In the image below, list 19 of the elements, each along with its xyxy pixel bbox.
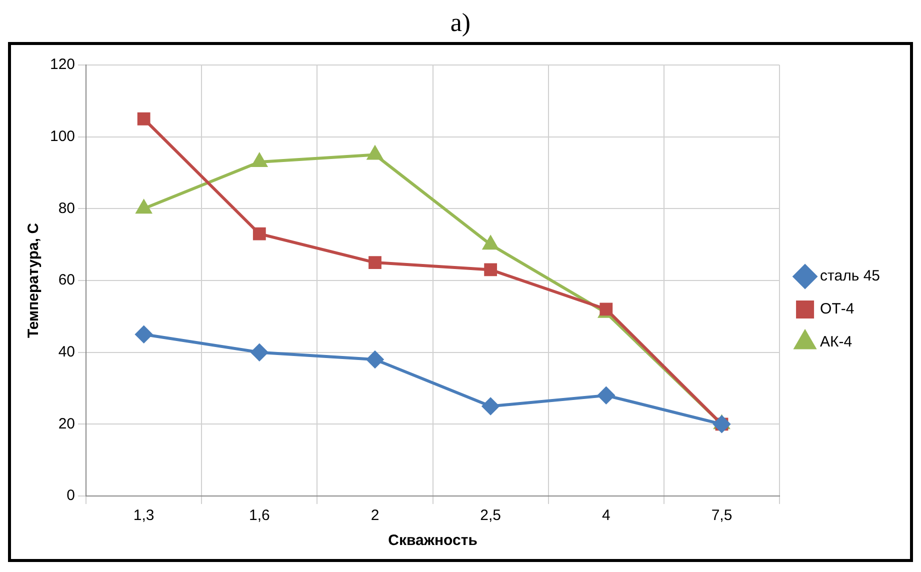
x-tick-label: 4	[602, 507, 610, 524]
y-axis-title: Температура, С	[25, 222, 42, 338]
x-tick-label: 7,5	[711, 507, 732, 524]
y-tick-label: 40	[58, 343, 76, 360]
legend-label: ОТ-4	[820, 300, 854, 318]
x-axis-title: Скважность	[388, 532, 478, 550]
y-tick-label: 120	[50, 56, 76, 74]
x-tick-label: 1,6	[248, 507, 270, 524]
legend-label: АК-4	[820, 334, 852, 351]
legend-label: сталь 45	[820, 268, 880, 285]
y-tick-label: 20	[58, 415, 76, 432]
y-tick-label: 0	[66, 487, 76, 504]
y-tick-label: 100	[50, 128, 76, 145]
chart-title: a)	[449, 8, 472, 39]
x-tick-label: 2,5	[480, 507, 502, 524]
y-tick-label: 60	[58, 272, 76, 289]
y-tick-label: 80	[58, 200, 76, 217]
x-tick-label: 1,3	[133, 507, 154, 524]
x-tick-label: 2	[370, 507, 380, 524]
